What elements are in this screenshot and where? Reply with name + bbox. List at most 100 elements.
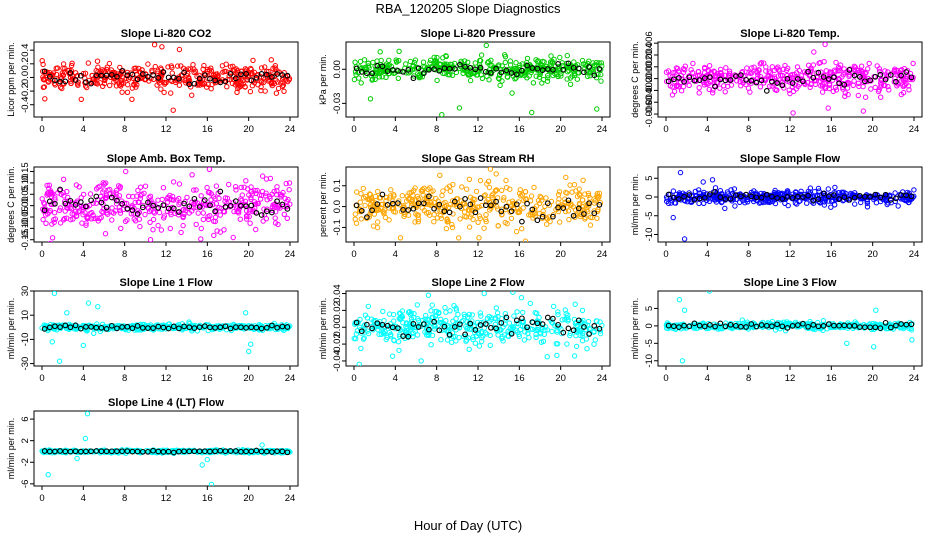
hourly-mean-point (57, 324, 63, 330)
data-point (390, 198, 396, 204)
data-point (118, 225, 124, 232)
hourly-mean-point (201, 72, 208, 78)
data-point (88, 216, 95, 222)
hourly-mean-point (253, 324, 260, 331)
outlier-point (356, 361, 362, 366)
data-point (798, 188, 804, 195)
data-point (819, 89, 826, 95)
data-point (376, 195, 383, 201)
hourly-mean-point (160, 69, 167, 75)
data-point (119, 89, 125, 95)
data-point (836, 190, 842, 196)
hourly-mean-point (805, 192, 811, 199)
hourly-mean-point (457, 61, 463, 68)
hourly-mean-point (165, 325, 172, 332)
data-point (101, 181, 108, 187)
hourly-mean-point (815, 69, 822, 76)
x-tick-label: 20 (243, 249, 254, 260)
data-point (397, 333, 403, 339)
data-point (483, 212, 489, 218)
data-point (360, 185, 366, 192)
data-point (435, 310, 442, 317)
hourly-mean-point (284, 206, 291, 212)
hourly-mean-point (279, 72, 286, 78)
x-tick-label: 20 (555, 249, 566, 260)
data-point (717, 85, 723, 91)
data-point (216, 195, 222, 202)
data-point (253, 190, 259, 197)
hourly-mean-point (436, 201, 443, 208)
data-point (467, 194, 474, 200)
outlier-point (358, 80, 364, 86)
data-point (431, 326, 438, 332)
hourly-mean-point (570, 65, 577, 71)
y-tick-label: -0.4 (20, 97, 31, 113)
x-tick-label: 8 (746, 373, 751, 384)
hourly-mean-point (274, 198, 280, 205)
data-point (821, 202, 828, 208)
data-point (186, 74, 192, 81)
data-point (911, 187, 917, 193)
hourly-mean-point (436, 67, 443, 74)
outlier-point (790, 110, 796, 116)
data-point (362, 64, 369, 71)
x-tick-label: 20 (243, 373, 254, 384)
data-point (473, 333, 480, 339)
hourly-mean-point (88, 448, 94, 455)
y-tick-label: -10 (644, 354, 655, 368)
data-point (158, 86, 164, 92)
data-point (793, 86, 799, 92)
data-point (545, 72, 551, 79)
data-point (52, 197, 58, 203)
data-point (440, 70, 446, 77)
data-point (783, 67, 790, 74)
data-point (585, 190, 592, 197)
data-point (281, 88, 287, 95)
data-point (477, 64, 483, 70)
y-tick-label: -5 (644, 339, 655, 347)
data-point (374, 224, 381, 231)
y-tick-label: 6 (20, 416, 31, 421)
hourly-mean-point (181, 69, 187, 76)
data-point (191, 187, 197, 193)
hourly-mean-point (513, 317, 520, 324)
hourly-mean-point (77, 325, 84, 332)
data-point (183, 207, 189, 213)
hourly-mean-point (284, 72, 291, 79)
hourly-mean-point (534, 320, 541, 327)
hourly-mean-point (581, 69, 587, 76)
hourly-mean-point (908, 193, 915, 200)
hourly-mean-point (420, 70, 427, 77)
data-point (165, 194, 171, 201)
hourly-mean-point (114, 448, 120, 455)
data-point (686, 82, 692, 89)
hourly-mean-point (134, 211, 141, 217)
hourly-mean-point (274, 71, 280, 77)
data-point (170, 179, 177, 185)
hourly-mean-point (384, 68, 391, 74)
hourly-mean-point (415, 65, 422, 72)
data-point (747, 70, 754, 77)
data-point (413, 211, 419, 217)
x-tick-label: 0 (39, 373, 44, 384)
data-point (94, 325, 101, 332)
data-point (541, 331, 548, 337)
data-point (272, 65, 278, 71)
hourly-mean-point (529, 319, 536, 325)
data-point (103, 194, 109, 201)
hourly-mean-point (431, 318, 437, 325)
data-point (554, 329, 560, 335)
data-point (556, 189, 563, 195)
x-tick-label: 8 (434, 249, 439, 260)
data-point (48, 193, 55, 200)
x-tick-label: 8 (746, 124, 751, 135)
data-point (511, 313, 517, 319)
data-point (539, 324, 546, 331)
data-point (728, 82, 735, 88)
hourly-mean-point (467, 201, 474, 208)
hourly-mean-point (784, 194, 791, 200)
data-point (579, 307, 586, 314)
data-point (396, 48, 402, 54)
data-points (352, 167, 604, 242)
data-point (784, 72, 790, 79)
